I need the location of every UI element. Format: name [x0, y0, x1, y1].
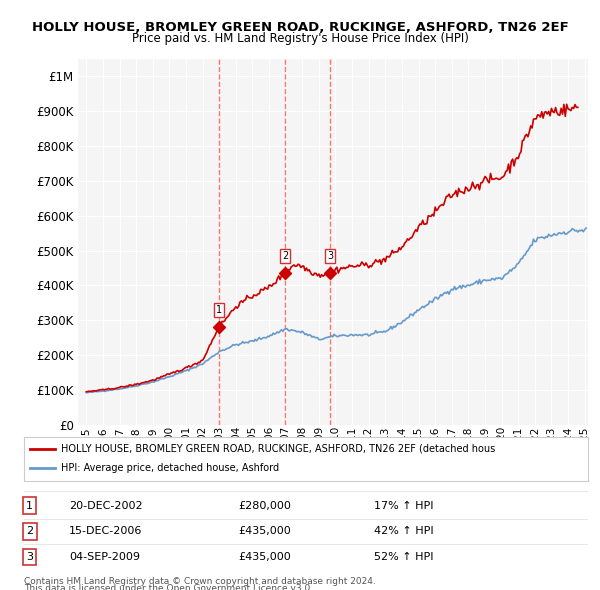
Text: 3: 3 — [26, 552, 33, 562]
Text: This data is licensed under the Open Government Licence v3.0.: This data is licensed under the Open Gov… — [24, 584, 313, 590]
Text: 20-DEC-2002: 20-DEC-2002 — [69, 500, 143, 510]
Text: Price paid vs. HM Land Registry's House Price Index (HPI): Price paid vs. HM Land Registry's House … — [131, 32, 469, 45]
Text: HOLLY HOUSE, BROMLEY GREEN ROAD, RUCKINGE, ASHFORD, TN26 2EF: HOLLY HOUSE, BROMLEY GREEN ROAD, RUCKING… — [32, 21, 568, 34]
Text: 2: 2 — [282, 251, 288, 261]
Text: 42% ↑ HPI: 42% ↑ HPI — [374, 526, 433, 536]
Text: HOLLY HOUSE, BROMLEY GREEN ROAD, RUCKINGE, ASHFORD, TN26 2EF (detached hous: HOLLY HOUSE, BROMLEY GREEN ROAD, RUCKING… — [61, 444, 495, 454]
Text: 1: 1 — [215, 305, 222, 315]
Text: 2: 2 — [26, 526, 33, 536]
Text: 04-SEP-2009: 04-SEP-2009 — [69, 552, 140, 562]
Text: 1: 1 — [26, 500, 33, 510]
Text: £435,000: £435,000 — [238, 552, 291, 562]
Text: £280,000: £280,000 — [238, 500, 291, 510]
Text: 17% ↑ HPI: 17% ↑ HPI — [374, 500, 433, 510]
Text: 15-DEC-2006: 15-DEC-2006 — [69, 526, 142, 536]
Text: HPI: Average price, detached house, Ashford: HPI: Average price, detached house, Ashf… — [61, 464, 279, 473]
Text: 52% ↑ HPI: 52% ↑ HPI — [374, 552, 433, 562]
Text: £435,000: £435,000 — [238, 526, 291, 536]
Text: Contains HM Land Registry data © Crown copyright and database right 2024.: Contains HM Land Registry data © Crown c… — [24, 577, 376, 586]
Text: 3: 3 — [327, 251, 333, 261]
